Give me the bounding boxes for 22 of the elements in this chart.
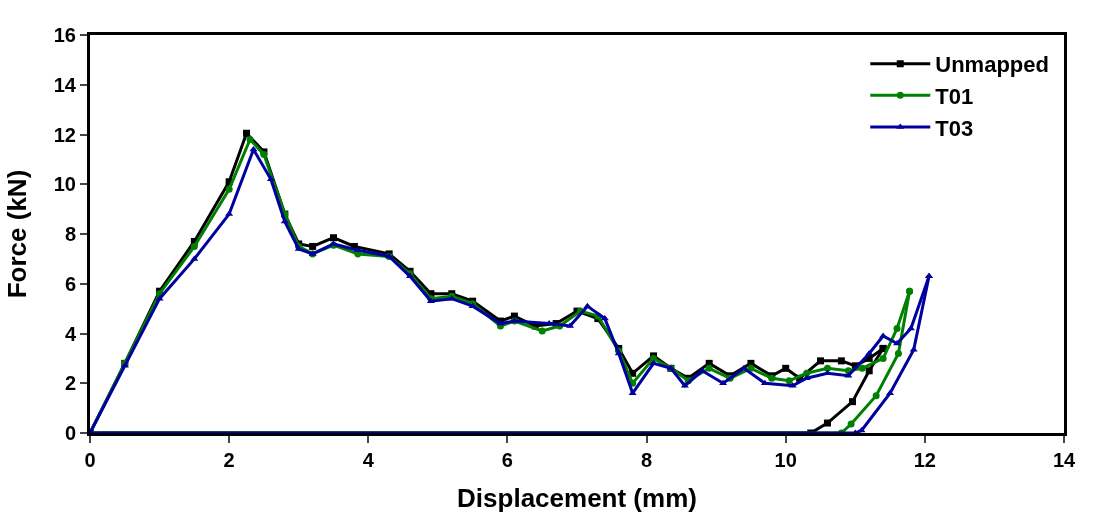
x-tick-label: 0 [84, 449, 96, 471]
x-tick-label: 10 [774, 449, 797, 471]
x-tick-label: 12 [913, 449, 936, 471]
y-tick-label: 4 [64, 322, 77, 345]
y-tick-label: 12 [53, 123, 76, 146]
x-tick-label: 8 [641, 449, 653, 471]
legend-label: T01 [935, 83, 974, 109]
y-axis-title: Force (kN) [2, 169, 32, 299]
legend-label: Unmapped [935, 52, 1049, 78]
y-tick-label: 10 [53, 173, 76, 196]
y-tick-label: 6 [64, 272, 76, 295]
y-tick-label: 8 [64, 223, 76, 245]
y-tick-label: 0 [64, 422, 76, 444]
y-tick-label: 14 [53, 73, 77, 96]
x-tick-label: 4 [362, 449, 375, 471]
y-tick-label: 16 [53, 24, 76, 46]
y-tick-label: 2 [64, 372, 76, 395]
legend-label: T03 [935, 115, 974, 141]
x-tick-label: 14 [1052, 449, 1076, 471]
x-tick-label: 2 [223, 449, 235, 471]
x-axis-title: Displacement (mm) [457, 483, 697, 513]
x-tick-label: 6 [501, 449, 513, 471]
